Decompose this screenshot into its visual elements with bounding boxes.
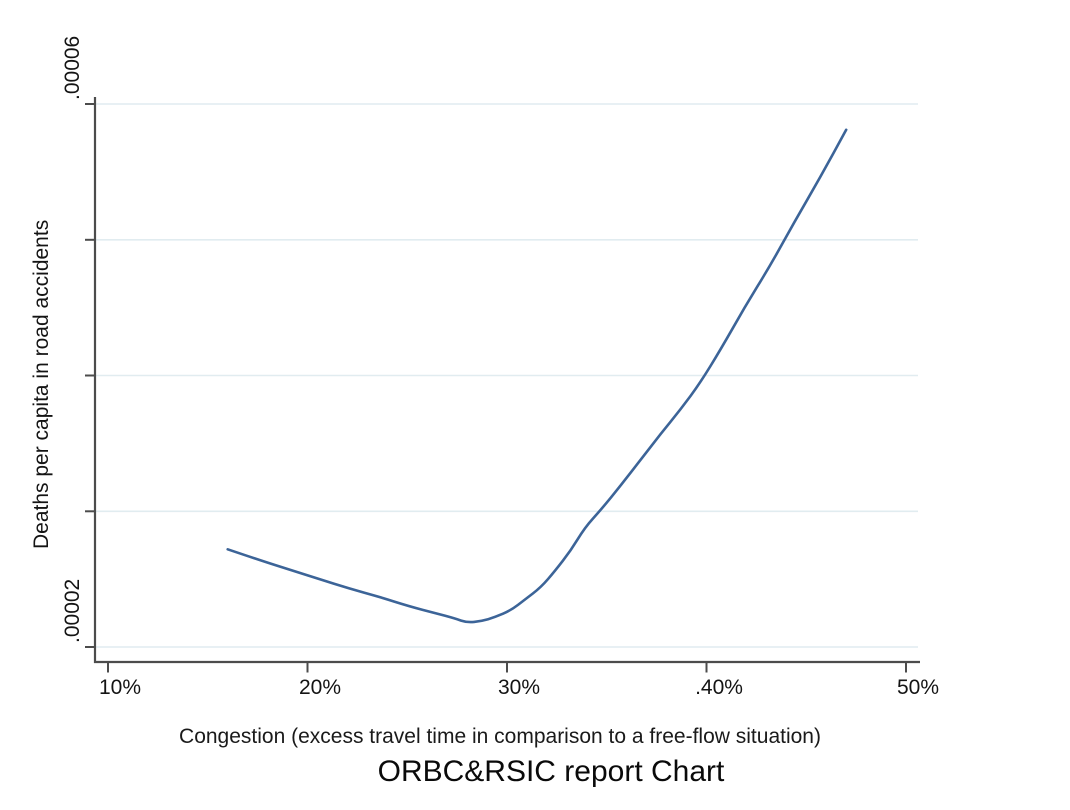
y-axis-title: Deaths per capita in road accidents [30, 219, 53, 549]
x-axis-tick-label-40: .40% [695, 676, 743, 699]
chart-title: ORBC&RSIC report Chart [377, 755, 725, 788]
y-axis-tick-label-bottom: .00002 [61, 578, 84, 643]
x-axis-title: Congestion (excess travel time in compar… [179, 725, 821, 748]
y-axis-tick-label-top: .00006 [61, 35, 84, 100]
trend-line [226, 128, 848, 624]
x-axis-tick-label-50: 50% [896, 676, 940, 699]
x-axis-tick-label-10: 10% [98, 676, 142, 699]
x-axis-tick-label-30: 30% [497, 676, 541, 699]
x-axis-tick-label-20: 20% [298, 676, 342, 699]
